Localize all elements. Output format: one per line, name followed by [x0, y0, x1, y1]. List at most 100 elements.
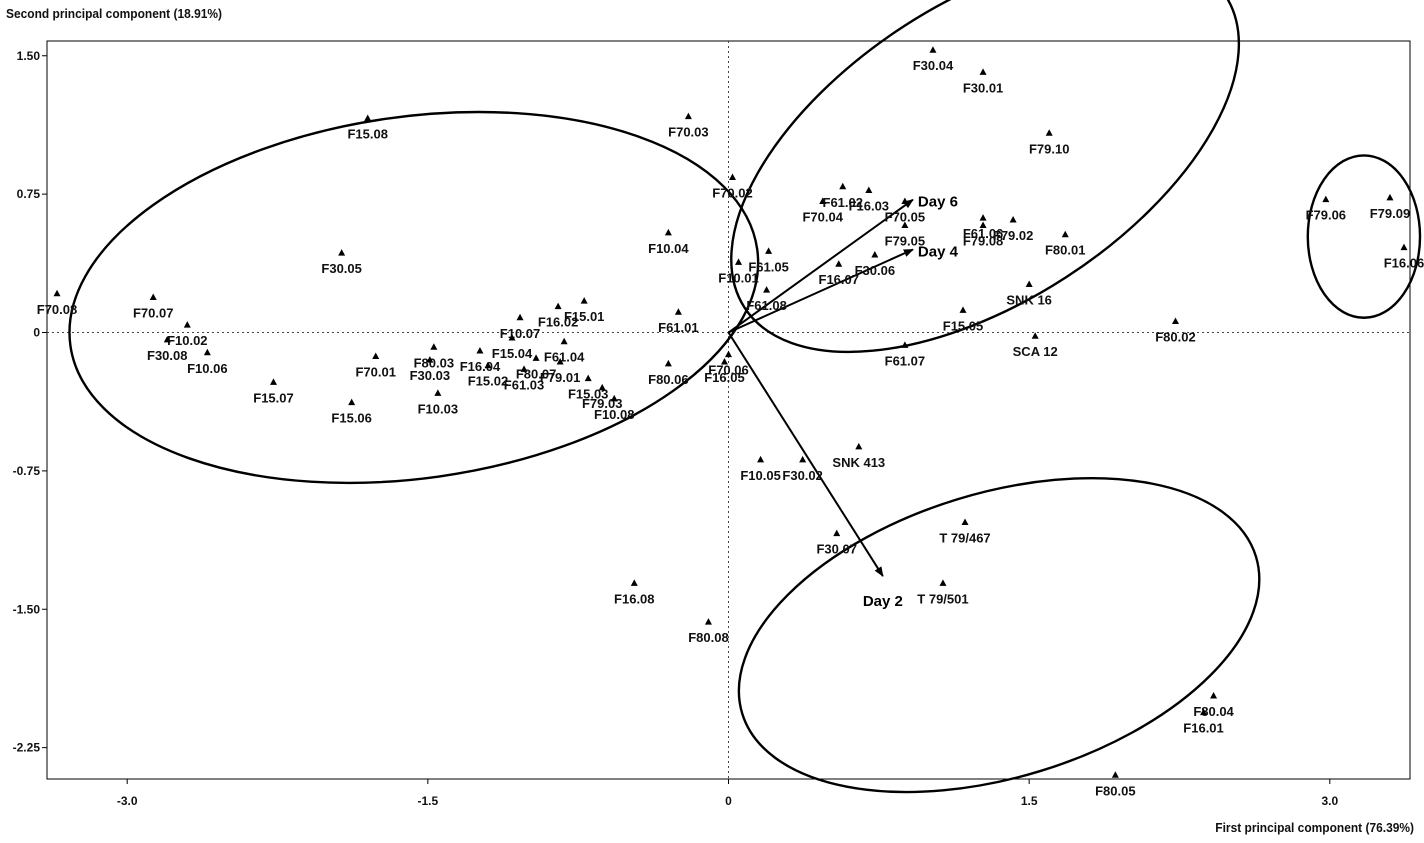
data-point-label: F61.03: [504, 377, 544, 392]
data-point-label: F10.03: [418, 401, 458, 416]
data-point-marker: [203, 348, 211, 356]
axis-ticks: -3.0 -1.5 0 1.5 3.01.500.750-0.75-1.50-2.25: [13, 49, 1339, 808]
data-point-label: F15.05: [943, 318, 983, 333]
data-point-marker: [725, 350, 732, 358]
data-point-label: F16.05: [704, 370, 744, 385]
data-point-marker: [426, 356, 434, 363]
data-point-label: F16.08: [614, 591, 654, 606]
data-point-marker: [434, 389, 442, 396]
data-point-label: F30.06: [855, 263, 895, 278]
data-point-label: F15.04: [492, 346, 533, 361]
data-point-label: F30.04: [913, 58, 954, 73]
data-point-marker: [765, 247, 773, 254]
data-point-marker: [1031, 332, 1039, 339]
data-point-marker: [835, 260, 843, 267]
loading-vector-arrow: [728, 248, 914, 334]
loading-vector-label: Day 2: [863, 593, 903, 610]
data-point-label: F79.10: [1029, 141, 1069, 156]
data-point-marker: [833, 529, 841, 537]
cluster-ellipse: [68, 110, 760, 485]
data-point-label: F10.01: [718, 270, 758, 285]
data-point-label: F80.01: [1045, 243, 1085, 258]
data-point-label: F15.02: [468, 374, 508, 389]
data-point-label: SCA 12: [1013, 344, 1058, 359]
data-point-marker: [939, 579, 947, 586]
data-point-marker: [598, 383, 606, 391]
data-point-label: F15.08: [347, 126, 387, 141]
data-point-label: F30.03: [410, 368, 450, 383]
data-point-label: F79.06: [1306, 208, 1346, 223]
data-point-marker: [901, 197, 909, 205]
data-point-label: F30.08: [147, 348, 187, 363]
data-point-label: F10.07: [500, 326, 540, 341]
data-point-marker: [372, 352, 380, 359]
data-point-marker: [163, 335, 171, 343]
data-point-label: F80.05: [1095, 783, 1135, 798]
data-point-label: F15.01: [564, 309, 604, 324]
data-point-marker: [763, 286, 771, 293]
data-point-marker: [704, 618, 712, 625]
data-point-label: F61.07: [885, 353, 925, 368]
data-point-label: F15.03: [568, 387, 608, 402]
data-point-marker: [348, 398, 356, 406]
data-point-label: F70.05: [885, 210, 925, 225]
data-point-label: T 79/501: [917, 591, 968, 606]
data-point-marker: [901, 341, 909, 348]
data-point-marker: [520, 365, 528, 372]
x-tick-label: -3.0: [117, 794, 138, 808]
data-point-label: SNK 413: [832, 455, 885, 470]
data-point-marker: [1045, 129, 1053, 136]
data-point-label: F10.08: [594, 407, 634, 422]
data-point-label: F80.02: [1155, 329, 1195, 344]
data-point-marker: [532, 354, 540, 361]
data-point-marker: [580, 297, 588, 304]
data-point-label: F10.02: [167, 333, 207, 348]
data-point-marker: [1400, 243, 1408, 251]
data-point-label: F70.01: [355, 364, 395, 379]
data-point-marker: [630, 579, 638, 586]
data-point-marker: [508, 334, 516, 341]
cluster-ellipse: [737, 476, 1261, 794]
loading-vector-label: Day 6: [918, 194, 958, 211]
data-point-marker: [516, 313, 524, 321]
x-tick-label: 0: [725, 794, 732, 808]
data-point-marker: [476, 346, 484, 354]
data-point-marker: [183, 321, 191, 328]
loading-vectors: Day 6 Day 4 Day 2: [727, 194, 959, 610]
data-point-label: F80.04: [1193, 704, 1234, 719]
data-point-marker: [149, 293, 157, 300]
cluster-ellipse: [730, 0, 1241, 354]
data-point-marker: [757, 455, 765, 463]
data-point-marker: [338, 249, 346, 256]
data-point-marker: [735, 258, 743, 265]
data-point-marker: [959, 306, 967, 313]
data-point-label: F30.05: [321, 261, 361, 276]
data-point-marker: [664, 228, 672, 236]
data-point-label: F79.08: [963, 234, 1003, 249]
data-point-label: F16.04: [460, 359, 501, 374]
data-point-marker: [871, 251, 879, 258]
data-point-marker: [364, 114, 372, 121]
loading-vector-arrow: [727, 198, 914, 334]
data-point-marker: [865, 186, 873, 193]
data-point-label: T 79/467: [939, 531, 990, 546]
y-axis-title: Second principal component (18.91%): [6, 6, 222, 21]
data-point-label: F16.06: [1384, 256, 1424, 271]
data-point-label: F30.02: [782, 468, 822, 483]
data-point-marker: [855, 442, 863, 450]
data-point-label: F70.06: [708, 363, 748, 378]
data-point-marker: [720, 358, 728, 365]
data-point-marker: [554, 302, 562, 310]
data-points: F15.08F30.05F70.07F70.08F10.02F30.08F10.…: [37, 46, 1424, 798]
data-point-label: F70.08: [37, 302, 77, 317]
data-point-label: F10.06: [187, 361, 227, 376]
data-point-marker: [1200, 708, 1208, 716]
data-point-marker: [484, 361, 492, 369]
data-point-marker: [556, 358, 564, 365]
data-point-label: F80.03: [414, 355, 454, 370]
data-point-marker: [1025, 280, 1033, 288]
data-point-marker: [1171, 317, 1179, 324]
y-tick-label: -2.25: [13, 741, 41, 755]
data-point-label: F61.01: [658, 320, 698, 335]
